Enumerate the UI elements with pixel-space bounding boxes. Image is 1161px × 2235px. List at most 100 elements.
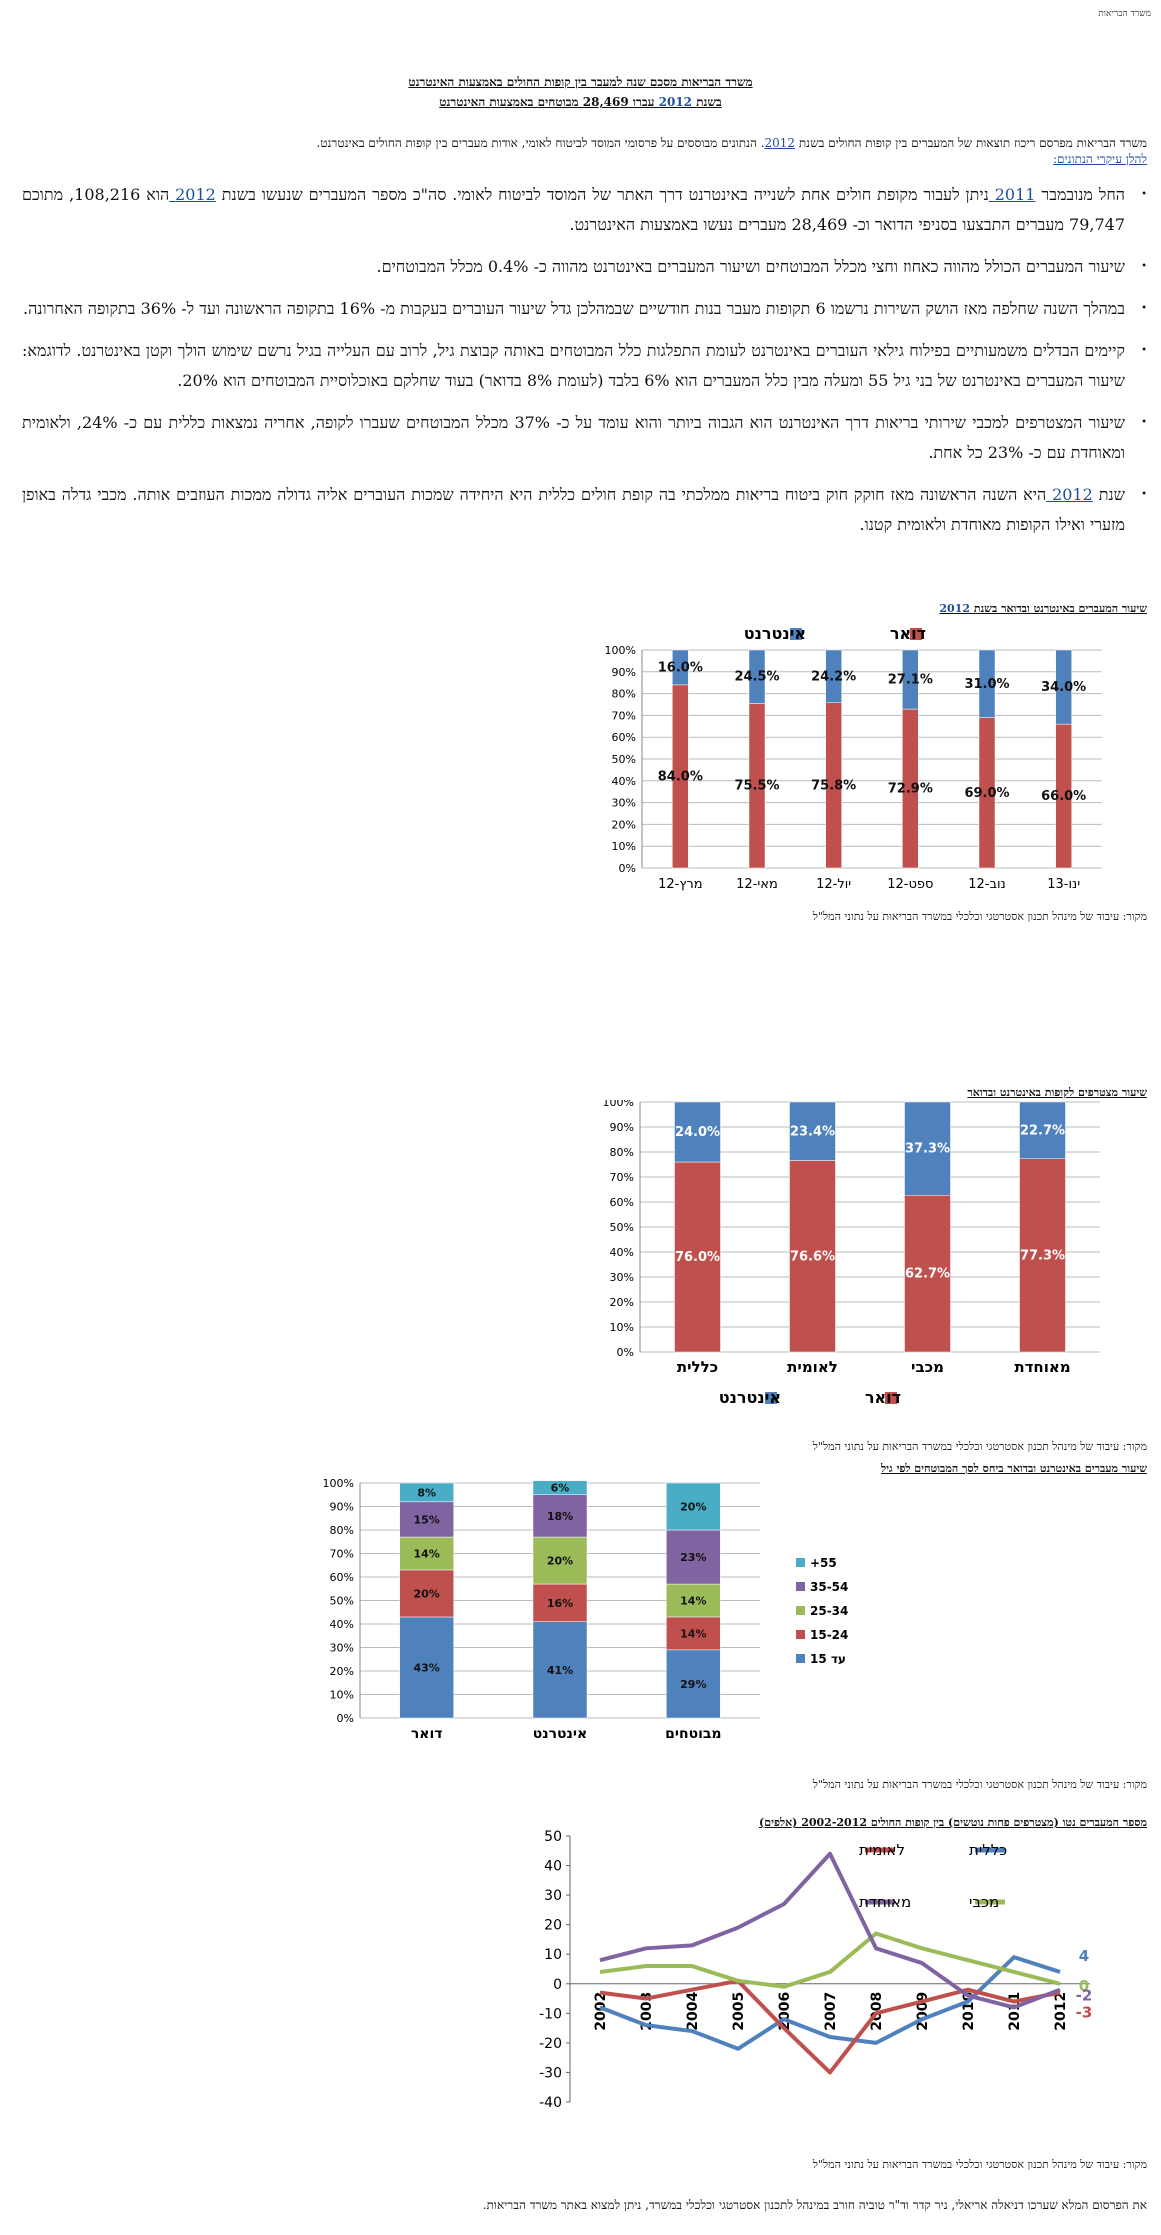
- data-label: 24.0%: [675, 1125, 720, 1140]
- y-tick-label: 20%: [330, 1665, 354, 1678]
- x-tick-label: נוב-12: [968, 877, 1006, 892]
- bullet-text: ניתן לעבור מקופת חולים אחת לשנייה באינטר…: [215, 185, 989, 204]
- data-label: 23%: [680, 1551, 706, 1564]
- legend-swatch: [796, 1582, 805, 1591]
- series-line: [599, 1978, 1061, 2075]
- data-label: 37.3%: [905, 1142, 950, 1157]
- y-tick-label: 20: [544, 1918, 562, 1934]
- legend-swatch: [796, 1654, 805, 1663]
- legend-swatch: [796, 1606, 805, 1615]
- intro-paragraph: משרד הבריאות מפרסם ריכוז תוצאות של המעבר…: [14, 134, 1147, 152]
- y-tick-label: 70%: [612, 709, 636, 722]
- data-label: 34.0%: [1041, 680, 1086, 695]
- chart1-title-pre: שיעור המעברים באינטרנט ובדואר בשנת: [973, 602, 1147, 615]
- x-tick-label: 2011: [1007, 1992, 1023, 2031]
- data-label: 15%: [413, 1513, 439, 1526]
- x-tick-label: כללית: [677, 1358, 718, 1376]
- legend-swatch: [885, 1392, 897, 1404]
- y-tick-label: 80%: [612, 688, 636, 701]
- bullet-item: החל מנובמבר 2011 ניתן לעבור מקופת חולים …: [22, 180, 1147, 240]
- y-tick-label: 70%: [610, 1171, 634, 1184]
- x-tick-label: ספט-12: [887, 877, 933, 892]
- data-label: 20%: [413, 1587, 439, 1600]
- data-label: 18%: [547, 1510, 573, 1523]
- bar-segment: [399, 1501, 454, 1538]
- bullet-item: שיעור המצטרפים למכבי שירותי בריאות דרך ה…: [22, 408, 1147, 468]
- y-tick-label: 100%: [605, 644, 636, 657]
- x-tick-label: מאוחדת: [1014, 1358, 1070, 1376]
- bar-segment: [789, 1101, 836, 1161]
- y-tick-label: 20%: [610, 1296, 634, 1309]
- chart4-source: מקור: עיבוד של מינהל תכנון אסטרטגי וכלכל…: [812, 2158, 1147, 2171]
- y-tick-label: 0%: [617, 1346, 634, 1359]
- x-tick-label: 2004: [685, 1992, 701, 2031]
- legend-label: אינטרנט: [744, 624, 806, 643]
- chart2-section-title: שיעור מצטרפים לקופות באינטרנט ובדואר: [967, 1086, 1147, 1099]
- chart1-source: מקור: עיבוד של מינהל תכנון אסטרטגי וכלכל…: [812, 910, 1147, 923]
- bar-segment: [532, 1494, 588, 1538]
- year-link[interactable]: 2012: [658, 95, 693, 109]
- intro-subtitle: להלן עיקרי הנתונים:: [1053, 152, 1147, 166]
- bar-segment: [532, 1480, 588, 1495]
- data-label: 16%: [547, 1597, 573, 1610]
- data-label: 8%: [417, 1486, 436, 1499]
- data-label: 27.1%: [888, 673, 933, 688]
- series-line: [599, 1851, 1061, 2010]
- data-label: 75.5%: [734, 779, 779, 794]
- y-tick-label: -30: [539, 2065, 562, 2081]
- series-line: [599, 1955, 1061, 2051]
- y-tick-label: 40%: [330, 1618, 354, 1631]
- end-label: -3: [1076, 2004, 1093, 2022]
- data-label: 76.6%: [790, 1249, 835, 1264]
- x-tick-label: 2007: [823, 1992, 839, 2031]
- year-link[interactable]: 2012: [1046, 485, 1093, 504]
- bar-segment: [532, 1583, 588, 1622]
- x-tick-label: 2012: [1053, 1992, 1069, 2031]
- footer-note: את הפרסום המלא שערכו דניאלה אריאלי, ניר …: [482, 2198, 1147, 2212]
- x-tick-label: יול-12: [816, 877, 851, 892]
- chart2: 0% 10% 20% 30% 40% 50% 60% 70% 80% 90% 100% 76.0% 24…: [603, 1100, 1100, 1407]
- data-label: 62.7%: [905, 1267, 950, 1282]
- bullet-text: הוא 108,216, מתוכם 79,747 מעברים התבצעו …: [22, 185, 1125, 234]
- year-link[interactable]: 2012: [169, 185, 216, 204]
- bar-segment: [399, 1616, 454, 1719]
- data-label: 69.0%: [964, 786, 1009, 801]
- year-link[interactable]: 2011: [988, 185, 1036, 204]
- y-tick-label: 30%: [610, 1271, 634, 1284]
- legend-label: לאומית: [859, 1841, 905, 1859]
- x-tick-label: מאי-12: [736, 877, 778, 892]
- bullet-text: שנת: [1092, 485, 1125, 504]
- x-tick-label: 2005: [731, 1992, 747, 2031]
- chart1-section-title: שיעור המעברים באינטרנט ובדואר בשנת 2012: [939, 602, 1147, 615]
- legend-label: אינטרנט: [719, 1388, 781, 1407]
- y-tick-label: 60%: [610, 1196, 634, 1209]
- intro-year-link[interactable]: 2012: [764, 136, 796, 150]
- bullet-text: החל מנובמבר: [1035, 185, 1126, 204]
- chart1-year-link[interactable]: 2012: [939, 602, 971, 615]
- y-tick-label: 60%: [612, 731, 636, 744]
- y-tick-label: 70%: [330, 1548, 354, 1561]
- bullet-text: קיימים הבדלים משמעותיים בפילוח גילאי העו…: [22, 341, 1125, 390]
- bar-segment: [532, 1536, 588, 1585]
- y-tick-label: -10: [539, 2006, 562, 2022]
- bar-segment: [1019, 1101, 1066, 1159]
- legend-swatch: [796, 1630, 805, 1639]
- bar-segment: [399, 1536, 454, 1571]
- y-tick-label: 30%: [612, 797, 636, 810]
- y-tick-label: 10%: [610, 1321, 634, 1334]
- legend-label: כללית: [969, 1841, 1007, 1859]
- bullet-text: היא השנה הראשונה מאז חוקק חוק ביטוח בריא…: [22, 485, 1125, 534]
- bullet-text: במהלך השנה שחלפה מאז הושק השירות נרשמו 6…: [22, 299, 1125, 318]
- y-tick-label: 80%: [610, 1146, 634, 1159]
- y-tick-label: 30%: [330, 1642, 354, 1655]
- y-tick-label: 50: [544, 1830, 562, 1845]
- data-label: 29%: [680, 1678, 706, 1691]
- bar-segment: [904, 1101, 951, 1196]
- data-label: 84.0%: [658, 769, 703, 784]
- bar-segment: [666, 1583, 721, 1618]
- data-label: 22.7%: [1020, 1123, 1065, 1138]
- y-tick-label: 10%: [330, 1689, 354, 1702]
- chart3-source: מקור: עיבוד של מינהל תכנון אסטרטגי וכלכל…: [812, 1778, 1147, 1791]
- bullet-list: החל מנובמבר 2011 ניתן לעבור מקופת חולים …: [22, 180, 1147, 552]
